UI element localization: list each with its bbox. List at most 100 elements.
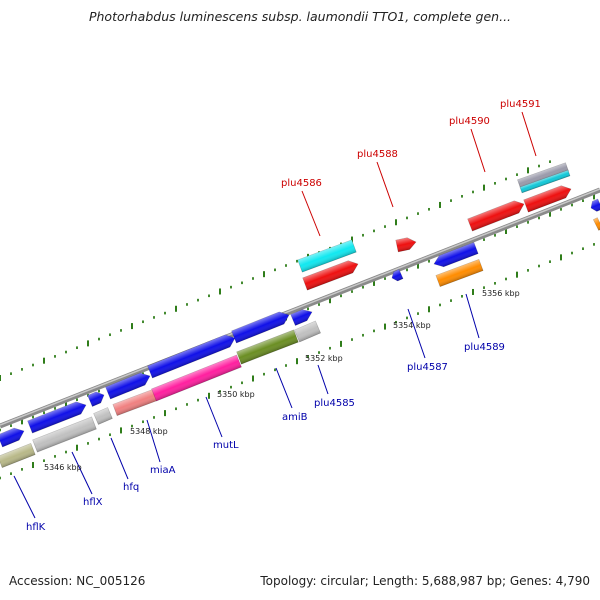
tick-mark [351,236,353,243]
tick-mark [87,340,89,347]
gene-plu4586[interactable] [297,239,357,273]
tick-mark [593,193,595,200]
tick-mark [76,346,78,350]
map-title: Photorhabdus luminescens subsp. laumondi… [88,9,512,24]
tick-mark [21,418,23,425]
tick-mark [76,398,78,402]
connector-plu4586 [301,190,321,237]
label-connectors [13,111,537,519]
tick-mark [362,285,364,289]
tick-mark [362,233,364,237]
gene-label-plu4587[interactable]: plu4587 [407,362,448,373]
gene-label-plu4585[interactable]: plu4585 [314,398,355,409]
tick-mark [54,355,56,358]
tick-mark [296,259,298,263]
connector-miaA [146,419,161,463]
tick-mark [120,329,122,332]
gene-amiB[interactable] [236,329,299,365]
gene-plu4589-a[interactable] [432,242,479,269]
gene-right-edge[interactable] [589,198,600,213]
tick-mark [373,229,375,233]
tick-mark [0,375,1,381]
gene-forward-3[interactable] [105,370,153,400]
tick-mark [505,277,507,281]
gene-plu4587[interactable] [390,269,404,282]
tick-mark [516,173,518,176]
gene-features [0,162,600,468]
gene-forward-2[interactable] [87,389,107,407]
tick-mark [109,333,111,337]
gene-forward-5[interactable] [231,309,292,344]
gene-plu4588[interactable] [395,236,417,253]
gene-label-miaA[interactable]: miaA [150,465,176,476]
tick-mark [571,251,573,255]
tick-mark [0,476,1,480]
gene-forward-6[interactable] [290,306,315,326]
gene-hflK[interactable] [0,443,36,468]
scale-label-5346: 5346 kbp [44,463,82,472]
tick-mark [538,264,540,268]
gene-forward-4[interactable] [147,332,238,379]
gene-orange-edge[interactable] [592,217,600,231]
tick-mark [241,281,243,285]
gene-label-hflK[interactable]: hflK [26,522,46,533]
tick-mark [186,403,188,406]
tick-mark [43,411,45,414]
tick-mark [406,316,408,320]
gene-plu4586-b[interactable] [302,258,361,291]
tick-mark [472,190,474,194]
tick-mark [395,219,397,226]
tick-mark [373,329,375,333]
tick-mark [98,337,100,341]
tick-mark [384,277,386,280]
gene-label-hfq[interactable]: hfq [123,482,139,493]
tick-mark [351,338,353,341]
tick-mark [131,323,133,330]
tick-mark [87,442,89,445]
gene-plu4589[interactable] [435,258,484,288]
connector-plu4589 [465,293,480,339]
tick-mark [230,285,232,289]
tick-mark [175,305,177,312]
tick-mark [186,303,188,306]
gene-plu4591[interactable] [523,183,574,213]
tick-mark [560,208,562,211]
gene-label-amiB[interactable]: amiB [282,412,308,423]
tick-mark [571,203,573,207]
gene-label-plu4591[interactable]: plu4591 [500,99,541,110]
gene-label-plu4589[interactable]: plu4589 [464,342,505,353]
tick-mark [142,420,144,424]
gene-mutL[interactable] [151,354,242,402]
gene-cyan-stack[interactable] [519,169,571,194]
tick-mark [175,407,177,411]
gene-label-plu4588[interactable]: plu4588 [357,149,398,160]
tick-mark [10,472,12,475]
accession-text: Accession: NC_005126 [9,574,146,588]
connector-hflK [13,475,36,519]
tick-mark [483,286,485,289]
tick-mark [142,320,144,324]
gene-forward-1[interactable] [27,399,89,434]
tick-mark [65,450,67,454]
tick-mark [329,297,331,304]
tick-mark [439,303,441,307]
gene-label-mutL[interactable]: mutL [213,440,239,451]
tick-mark [65,350,67,354]
tick-mark [120,427,122,434]
gene-plu4590[interactable] [467,198,527,232]
tick-mark [505,227,507,234]
tick-mark [527,221,529,224]
gene-label-plu4590[interactable]: plu4590 [449,116,490,127]
tick-mark [208,392,210,399]
tick-mark [549,160,551,163]
tick-mark [494,182,496,185]
gene-label-hflX[interactable]: hflX [83,497,103,508]
gene-plu4585[interactable] [294,320,321,343]
gene-hfq[interactable] [93,407,113,425]
gene-label-plu4586[interactable]: plu4586 [281,178,322,189]
gene-grey-stack[interactable] [517,162,569,189]
gene-hflX[interactable] [32,416,97,453]
gene-left-edge[interactable] [0,425,27,448]
connector-plu4585 [317,364,329,395]
